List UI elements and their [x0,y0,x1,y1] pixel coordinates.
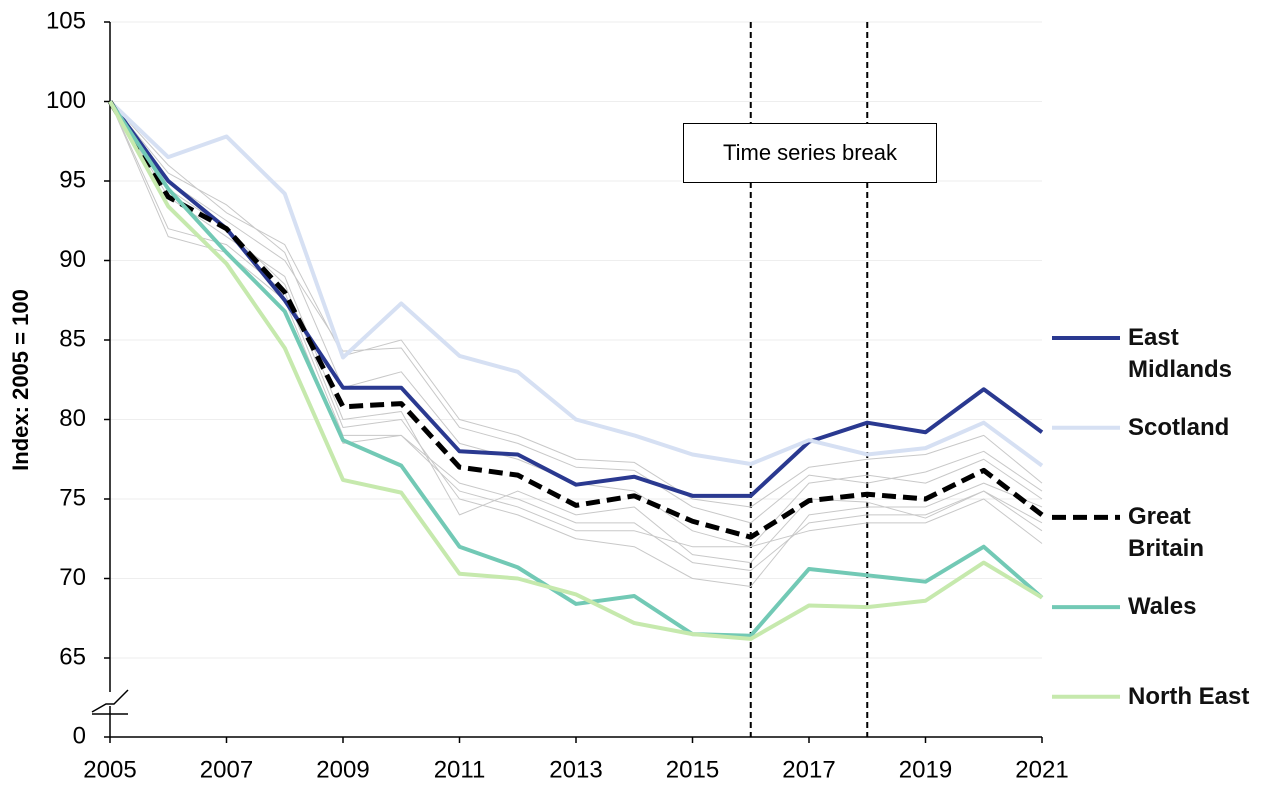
axis-break-gap [106,692,114,706]
x-tick-label: 2007 [200,756,253,783]
x-tick-label: 2017 [782,756,835,783]
region-line [109,101,1043,564]
region-line [109,101,1043,508]
region-line [109,101,1043,524]
y-tick-label: 85 [59,325,86,352]
series-line [108,100,1044,498]
y-axis-title: Index: 2005 = 100 [8,289,33,471]
series-line [108,100,1044,468]
region-line [109,101,1043,587]
legend-label: Great Britain [1128,503,1205,563]
y-tick-label: 100 [46,87,86,114]
y-tick-label: 95 [59,166,86,193]
legend-label: Scotland [1128,413,1230,441]
y-tick-label: 65 [59,643,86,670]
y-tick-label: 90 [59,246,86,273]
x-tick-label: 2005 [83,756,136,783]
x-tick-label: 2019 [899,756,952,783]
legend-label: North East [1128,682,1250,710]
x-tick-label: 2011 [434,756,486,783]
series-line [107,100,1044,540]
y-tick-label: 70 [59,564,86,591]
x-tick-label: 2013 [549,756,602,783]
legend-label: Wales [1128,593,1197,621]
x-tick-label: 2015 [666,756,719,783]
x-tick-label: 2021 [1015,756,1068,783]
y-tick-label: 105 [46,7,86,34]
x-tick-label: 2009 [316,756,369,783]
annotation: Time series break [683,123,937,183]
y-tick-label: 0 [73,722,86,749]
region-line [109,101,1043,548]
y-tick-label: 75 [59,484,86,511]
axis-break-mark [91,689,129,715]
legend-label: East Midlands [1128,324,1233,383]
y-tick-label: 80 [59,405,86,432]
series-line [108,100,1044,638]
series-line [108,100,1044,641]
